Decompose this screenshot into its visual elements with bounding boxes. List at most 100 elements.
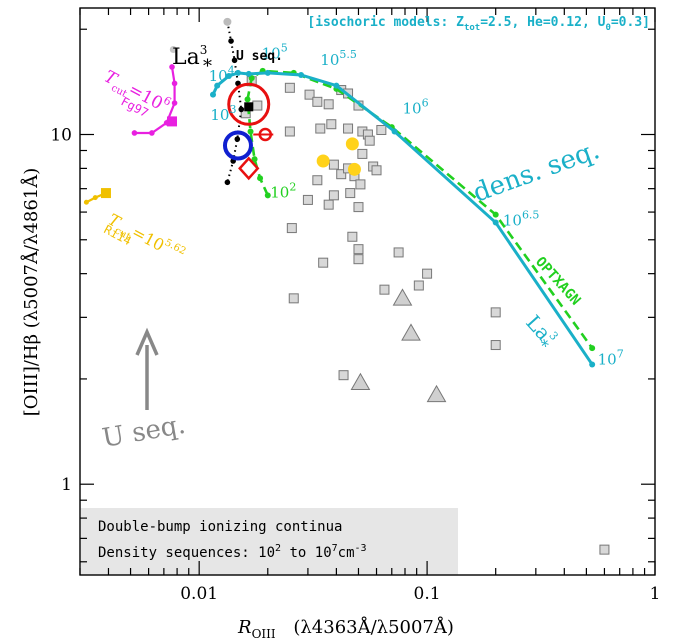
- data-layer: [83, 17, 610, 555]
- gray-square-point: [284, 126, 295, 137]
- yellow-circle-point: [316, 154, 330, 168]
- tcut-fg97-start-point: [169, 46, 177, 54]
- text-span: =2.5, He=0.12, U: [480, 15, 605, 30]
- text-span: 5.62: [163, 237, 188, 257]
- gray-square-point: [422, 268, 433, 279]
- gray-square-point: [379, 284, 390, 295]
- gray-square-point: [323, 199, 334, 210]
- gray-square-point: [599, 544, 610, 555]
- la-seq-point: [225, 72, 232, 79]
- text-span: OIII: [252, 627, 276, 641]
- gray-square-point: [343, 123, 354, 134]
- dens-seq-label: dens. seq.: [469, 135, 604, 208]
- text-span: R: [237, 617, 252, 638]
- black-square-marker: [244, 102, 254, 112]
- axes-layer: 0.01 0.1 1 1 10 ROIII (λ4363Å/λ5007Å) [OIII]/H…: [20, 7, 661, 641]
- u-seq-line: [226, 21, 243, 183]
- text-span: La: [172, 45, 200, 70]
- text-span: =10: [129, 222, 168, 255]
- text-span: 6.5: [522, 208, 540, 221]
- plot-frame: [79, 7, 656, 576]
- gray-square-point: [353, 202, 364, 213]
- u-seq-point: [234, 136, 241, 142]
- text-span: 1: [650, 584, 661, 604]
- la-seq-point: [245, 70, 252, 77]
- gray-square-point: [371, 165, 382, 176]
- gray-square-point: [328, 159, 339, 170]
- text-span: 7: [617, 347, 624, 360]
- la-seq-point: [234, 69, 241, 76]
- u-seq-big-label: U seq.: [100, 410, 188, 454]
- legend-layer: Double-bump ionizing continua Density seq…: [81, 508, 458, 575]
- la-star-mid-label: La3*: [517, 310, 561, 354]
- text-span: 1: [61, 475, 72, 495]
- u-seq-arrow-head: [135, 327, 159, 356]
- density-label: 107: [598, 347, 624, 368]
- gray-square-point: [353, 244, 364, 255]
- gray-square-point: [312, 96, 323, 107]
- gray-square-point: [336, 169, 347, 180]
- tcut-fg97-square: [167, 116, 178, 127]
- gray-square-point: [304, 89, 315, 100]
- text-span: 7: [332, 543, 338, 554]
- density-label: 105: [262, 41, 288, 62]
- optxagn-point: [492, 211, 499, 218]
- la-star-top-label: La3: [172, 43, 207, 70]
- text-span: 2: [289, 181, 296, 194]
- text-span: Double-bump ionizing continua: [98, 519, 342, 535]
- gray-square-point: [353, 254, 364, 265]
- tcut-fg97-point: [171, 80, 178, 87]
- la-seq-point: [210, 91, 217, 98]
- density-label: 104: [209, 64, 235, 85]
- x-axis-title: ROIII (λ4363Å/λ5007Å): [237, 616, 454, 641]
- x-tick-label: 0.01: [180, 584, 218, 604]
- u-seq-point: [228, 38, 234, 44]
- gray-square-point: [312, 175, 323, 186]
- gray-square-point: [338, 370, 349, 381]
- gray-square-point: [376, 125, 387, 136]
- legend-line-2: Density sequences: 102 to 107cm-3: [98, 543, 367, 561]
- u-seq-point: [238, 106, 245, 113]
- gray-square-point: [347, 231, 358, 242]
- text-span: U seq.: [236, 49, 283, 64]
- text-span: 0.1: [414, 584, 441, 604]
- text-span: 0.01: [180, 584, 218, 604]
- text-span: [OIII]/Hβ (λ5007Å/λ4861Å): [20, 168, 42, 417]
- text-span: 10: [503, 211, 522, 229]
- header-note: [isochoric models: Ztot=2.5, He=0.12, U0…: [307, 15, 650, 33]
- yellow-circle-point: [345, 137, 359, 151]
- la-seq-point: [264, 69, 271, 76]
- gray-triangle-point: [426, 384, 447, 403]
- optxagn-point: [257, 175, 264, 182]
- u-seq-point: [223, 17, 232, 26]
- density-label: 106: [402, 96, 428, 117]
- optxagn-point: [244, 96, 251, 103]
- la-seq-point: [333, 82, 340, 89]
- text-span: 3: [200, 43, 208, 57]
- gray-square-point: [252, 100, 263, 111]
- text-span: 10: [320, 51, 339, 69]
- red-diamond-marker: [238, 156, 260, 181]
- text-span: 10: [402, 99, 421, 117]
- la-seq-point: [298, 71, 305, 78]
- gray-triangle-point: [350, 372, 371, 391]
- y-axis-title: [OIII]/Hβ (λ5007Å/λ4861Å): [20, 168, 42, 417]
- text-span: 10: [209, 67, 228, 85]
- u-seq-point: [231, 57, 238, 64]
- density-label: 103: [210, 103, 236, 124]
- text-span: 4: [228, 64, 235, 77]
- gray-square-point: [345, 188, 356, 199]
- gray-square-point: [328, 190, 339, 201]
- blue-circle-marker: [222, 130, 253, 161]
- text-span: to 10: [281, 545, 332, 561]
- gray-square-point: [326, 119, 337, 130]
- y-tick-label: 1: [61, 475, 72, 495]
- text-span: -3: [355, 543, 367, 554]
- gray-square-point: [355, 179, 366, 190]
- text-span: 0: [605, 23, 610, 33]
- la-seq-point: [391, 128, 398, 135]
- gray-square-point: [364, 135, 375, 146]
- red-circle-marker: [227, 82, 271, 126]
- optxagn-point: [248, 75, 255, 82]
